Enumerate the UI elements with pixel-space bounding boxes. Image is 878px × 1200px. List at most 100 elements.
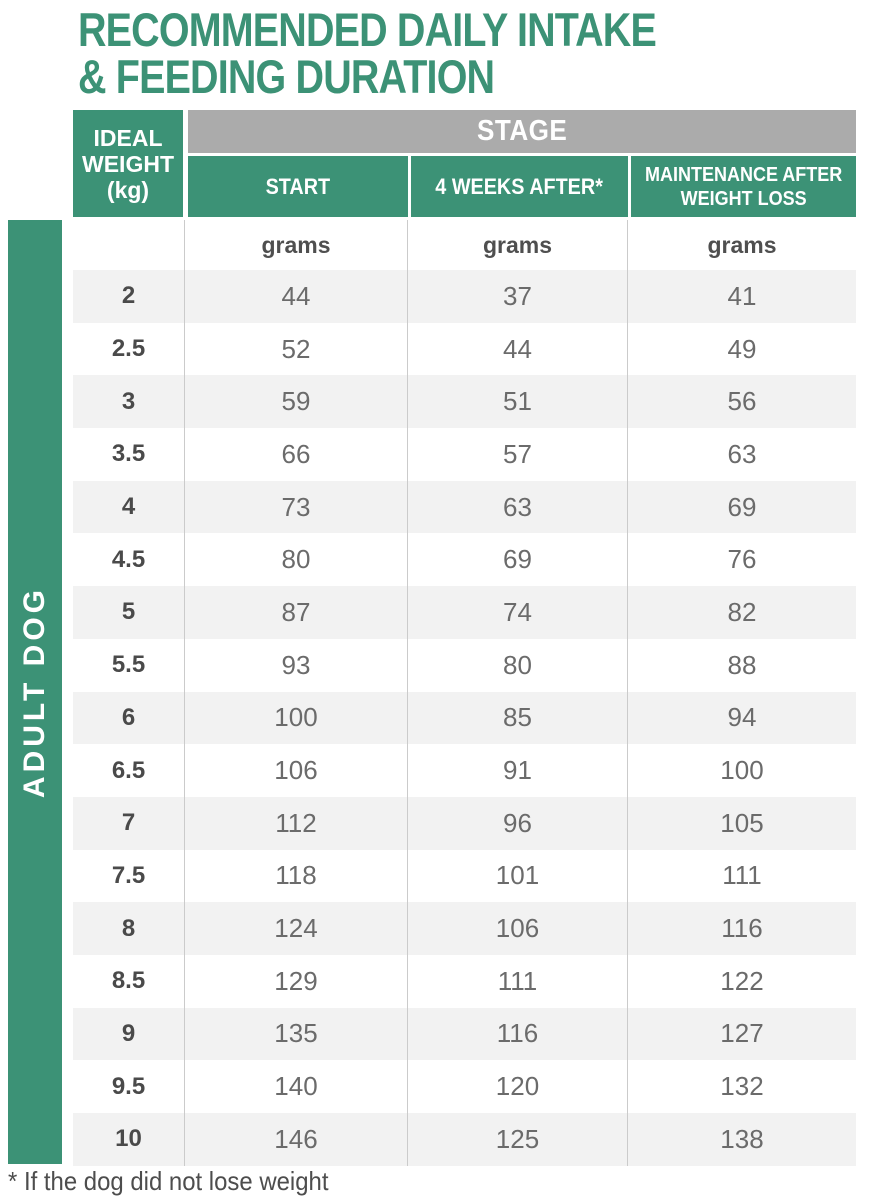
- maintenance-cell: 105: [720, 807, 764, 838]
- week4-cell: 125: [408, 1113, 628, 1166]
- stage-header-group: STAGE START 4 WEEKS AFTER* MAINTENANCE A…: [188, 110, 856, 217]
- table-row: 6.5 106 91 100: [73, 744, 856, 797]
- table-header: IDEAL WEIGHT (kg) STAGE START 4 WEEKS AF…: [73, 110, 856, 217]
- table-row: 4 73 63 69: [73, 480, 856, 534]
- maintenance-cell: 63: [727, 438, 757, 469]
- column-header-4-weeks-after: 4 WEEKS AFTER*: [411, 156, 628, 217]
- table-row: 3.5 66 57 63: [73, 428, 856, 481]
- week4-cell: 51: [408, 375, 628, 429]
- column-header-maintenance-label: MAINTENANCE AFTER WEIGHT LOSS: [644, 163, 843, 210]
- week4-cell: 101: [408, 849, 628, 903]
- start-cell: 93: [185, 638, 408, 692]
- weight-cell: 8.5: [73, 954, 185, 1008]
- table-row: 8.5 129 111 122: [73, 954, 856, 1008]
- maintenance-cell: 100: [720, 755, 764, 786]
- maintenance-cell: 88: [727, 649, 757, 680]
- week4-cell: 57: [408, 428, 628, 481]
- maintenance-cell: 127: [720, 1018, 764, 1049]
- table-row: 8 124 106 116: [73, 902, 856, 955]
- maintenance-cell: 41: [727, 280, 757, 311]
- unit-label-maintenance: grams: [707, 231, 777, 258]
- start-cell: 118: [185, 849, 408, 903]
- start-cell: 66: [185, 428, 408, 481]
- start-cell: 140: [185, 1060, 408, 1113]
- weight-cell: 8: [73, 902, 185, 955]
- unit-label-week4: grams: [408, 220, 628, 270]
- week4-cell: 63: [408, 480, 628, 534]
- start-cell: 146: [185, 1113, 408, 1166]
- week4-cell: 111: [408, 954, 628, 1008]
- maintenance-cell: 49: [727, 333, 757, 364]
- table-row: 3 59 51 56: [73, 375, 856, 429]
- column-header-maintenance: MAINTENANCE AFTER WEIGHT LOSS: [631, 156, 856, 217]
- start-cell: 44: [185, 270, 408, 323]
- weight-cell: 6.5: [73, 744, 185, 797]
- start-cell: 73: [185, 480, 408, 534]
- table-row: 6 100 85 94: [73, 691, 856, 745]
- maintenance-cell: 56: [727, 386, 757, 417]
- start-cell: 52: [185, 322, 408, 376]
- maintenance-cell: 94: [727, 702, 757, 733]
- table-row: 7.5 118 101 111: [73, 849, 856, 903]
- table-row: 7 112 96 105: [73, 796, 856, 850]
- table-row: 5 87 74 82: [73, 586, 856, 639]
- weight-cell: 9.5: [73, 1060, 185, 1113]
- weight-cell: 5: [73, 586, 185, 639]
- start-cell: 80: [185, 533, 408, 587]
- table-row: 9.5 140 120 132: [73, 1060, 856, 1113]
- stage-header-label: STAGE: [476, 115, 568, 147]
- weight-cell: 10: [73, 1113, 185, 1166]
- weight-cell: 3: [73, 375, 185, 429]
- weight-cell: 4: [73, 480, 185, 534]
- table-row: 4.5 80 69 76: [73, 533, 856, 587]
- unit-label-start: grams: [185, 220, 408, 270]
- week4-cell: 91: [408, 744, 628, 797]
- table-row: 5.5 93 80 88: [73, 638, 856, 692]
- maintenance-cell: 76: [727, 544, 757, 575]
- column-header-4-weeks-after-label: 4 WEEKS AFTER*: [435, 173, 604, 199]
- column-header-start: START: [188, 156, 408, 217]
- maintenance-cell: 111: [722, 860, 762, 891]
- week4-cell: 69: [408, 533, 628, 587]
- weight-cell: 9: [73, 1007, 185, 1061]
- ideal-weight-header: IDEAL WEIGHT (kg): [73, 110, 183, 217]
- week4-cell: 96: [408, 796, 628, 850]
- stage-header: STAGE: [188, 110, 856, 153]
- maintenance-cell: 116: [721, 913, 763, 944]
- week4-cell: 120: [408, 1060, 628, 1113]
- page-title: RECOMMENDED DAILY INTAKE & FEEDING DURAT…: [78, 6, 766, 100]
- week4-cell: 80: [408, 638, 628, 692]
- start-cell: 106: [185, 744, 408, 797]
- weight-cell: 6: [73, 691, 185, 745]
- week4-cell: 37: [408, 270, 628, 323]
- table-row: 9 135 116 127: [73, 1007, 856, 1061]
- maintenance-cell: 82: [727, 596, 757, 627]
- table-row: 10 146 125 138: [73, 1113, 856, 1166]
- title-line-1: RECOMMENDED DAILY INTAKE: [78, 3, 657, 56]
- week4-cell: 106: [408, 902, 628, 955]
- stage-columns: START 4 WEEKS AFTER* MAINTENANCE AFTER W…: [188, 156, 856, 217]
- unit-row: grams grams grams: [73, 220, 856, 270]
- week4-cell: 116: [408, 1007, 628, 1061]
- title-line-2: & FEEDING DURATION: [78, 50, 495, 103]
- week4-cell: 85: [408, 691, 628, 745]
- adult-dog-sidebar: ADULT DOG: [8, 220, 62, 1164]
- weight-cell: 7.5: [73, 849, 185, 903]
- start-cell: 112: [185, 796, 408, 850]
- week4-cell: 74: [408, 586, 628, 639]
- table-row: 2 44 37 41: [73, 270, 856, 323]
- week4-cell: 44: [408, 322, 628, 376]
- unit-row-blank-cell: [73, 220, 185, 270]
- feeding-table: IDEAL WEIGHT (kg) STAGE START 4 WEEKS AF…: [73, 110, 856, 1166]
- weight-cell: 2: [73, 270, 185, 323]
- start-cell: 135: [185, 1007, 408, 1061]
- start-cell: 100: [185, 691, 408, 745]
- maintenance-cell: 69: [727, 491, 757, 522]
- footnote: * If the dog did not lose weight: [8, 1166, 329, 1196]
- start-cell: 129: [185, 954, 408, 1008]
- sidebar-label: ADULT DOG: [18, 585, 51, 799]
- maintenance-cell: 122: [720, 965, 764, 996]
- weight-cell: 5.5: [73, 638, 185, 692]
- start-cell: 124: [185, 902, 408, 955]
- table-row: 2.5 52 44 49: [73, 322, 856, 376]
